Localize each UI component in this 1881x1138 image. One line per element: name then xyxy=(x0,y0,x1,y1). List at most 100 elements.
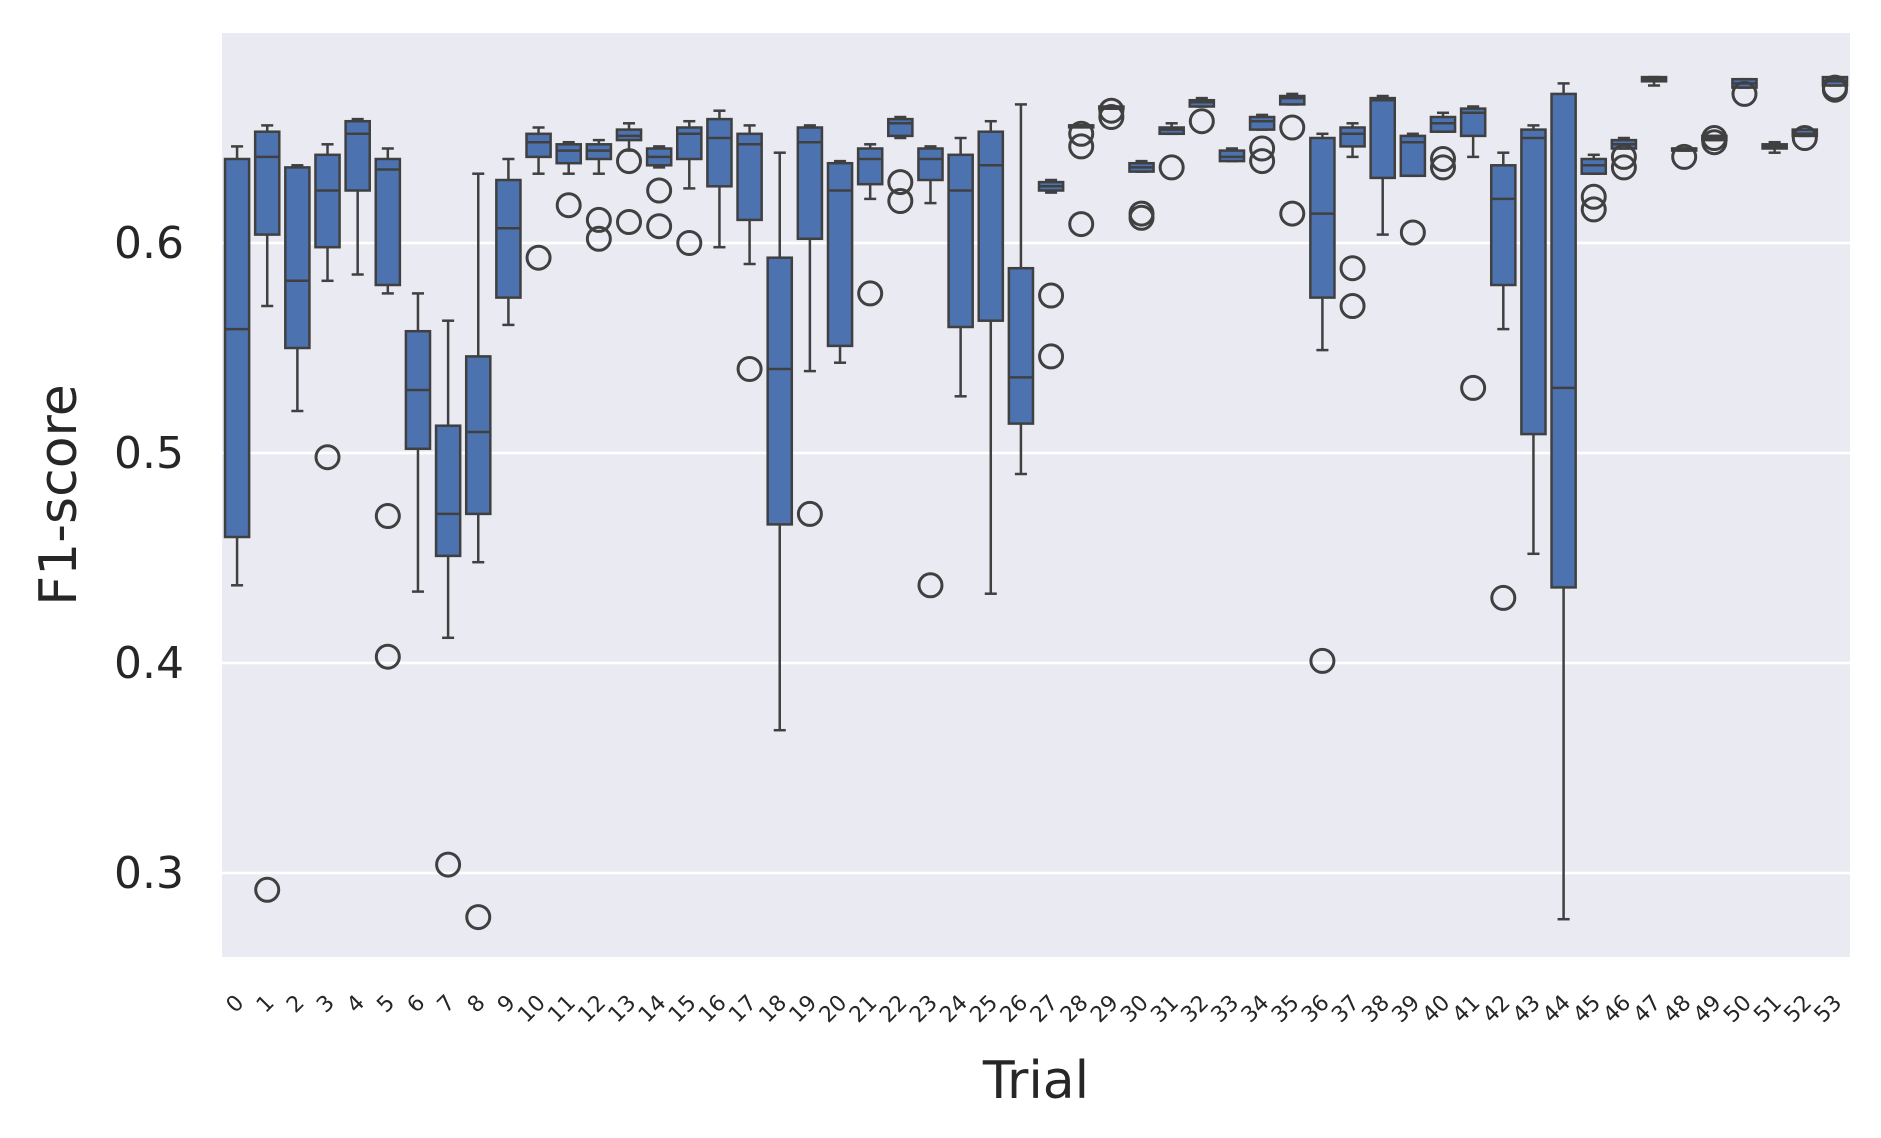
box-trial-21 xyxy=(856,143,884,307)
box-trial-20 xyxy=(826,159,854,364)
box-iqr xyxy=(706,117,733,188)
outlier-point xyxy=(646,177,673,204)
outlier-point xyxy=(374,643,401,670)
outlier-point xyxy=(616,209,642,235)
box-iqr xyxy=(495,178,522,299)
y-tick-label: 0.4 xyxy=(114,638,184,689)
box-iqr xyxy=(1339,126,1366,148)
x-tick-label: 8 xyxy=(463,991,491,1019)
box-iqr xyxy=(1520,128,1547,436)
outlier-point xyxy=(1279,114,1306,141)
x-tick-label: 6 xyxy=(403,991,431,1019)
box-trial-36 xyxy=(1309,132,1336,674)
y-tick-label: 0.6 xyxy=(114,218,184,269)
box-trial-41 xyxy=(1459,105,1487,401)
outlier-point xyxy=(796,500,823,527)
outlier-point xyxy=(1701,129,1728,156)
x-tick-label: 1 xyxy=(252,991,280,1019)
box-trial-7 xyxy=(434,319,462,878)
box-iqr xyxy=(223,157,251,539)
x-tick-label: 5 xyxy=(372,991,400,1019)
outlier-point xyxy=(616,148,642,175)
outlier-point xyxy=(1309,647,1336,674)
box-trial-10 xyxy=(525,126,552,271)
box-trial-38 xyxy=(1369,94,1397,236)
box-trial-30 xyxy=(1128,159,1155,231)
x-tick-label: 0 xyxy=(222,991,250,1019)
outlier-point xyxy=(1671,143,1698,170)
x-tick-label: 3 xyxy=(312,991,340,1019)
outlier-point xyxy=(1791,125,1818,151)
x-axis-label: Trial xyxy=(982,1051,1089,1111)
gridlines xyxy=(222,241,1850,875)
outlier-point xyxy=(1098,104,1125,130)
box-trial-15 xyxy=(675,119,703,256)
plot-background xyxy=(222,33,1850,957)
outlier-point xyxy=(1068,211,1095,238)
box-trial-18 xyxy=(766,151,794,732)
box-trial-37 xyxy=(1339,122,1366,319)
x-tick-labels: 0 1 2 3 4 5 6 7 8 9101112131415161718192021222324… xyxy=(222,991,1847,1028)
box-iqr xyxy=(675,126,703,161)
box-iqr xyxy=(314,153,341,249)
box-trial-28 xyxy=(1067,120,1095,238)
x-tick-label: 4 xyxy=(342,991,370,1019)
box-iqr xyxy=(796,126,824,241)
box-iqr xyxy=(525,132,552,159)
box-iqr xyxy=(1309,136,1336,299)
box-iqr xyxy=(344,119,371,192)
box-trial-0 xyxy=(223,145,251,587)
box-iqr xyxy=(253,130,281,236)
box-trial-39 xyxy=(1399,132,1427,246)
box-trial-5 xyxy=(374,147,402,670)
box-trial-25 xyxy=(977,119,1005,595)
box-trial-26 xyxy=(1007,103,1035,476)
box-trial-11 xyxy=(555,140,583,219)
box-trial-51 xyxy=(1761,140,1788,154)
outlier-point xyxy=(1610,154,1637,181)
box-trial-29 xyxy=(1098,97,1125,130)
outlier-point xyxy=(314,444,341,471)
outlier-point xyxy=(585,225,612,252)
box-trial-43 xyxy=(1520,124,1547,556)
box-trial-19 xyxy=(796,124,824,527)
box-trial-46 xyxy=(1610,136,1638,181)
box-trial-2 xyxy=(284,164,311,413)
box-trial-17 xyxy=(736,124,763,382)
outlier-point xyxy=(254,876,281,903)
box-iqr xyxy=(766,256,794,526)
outlier-point xyxy=(1249,135,1276,162)
boxes xyxy=(223,74,1849,931)
box-trial-31 xyxy=(1158,122,1185,181)
outlier-point xyxy=(1399,219,1426,246)
box-iqr xyxy=(977,130,1005,322)
box-trial-32 xyxy=(1188,96,1216,135)
outlier-point xyxy=(1610,143,1637,170)
box-trial-27 xyxy=(1037,178,1065,370)
outlier-point xyxy=(1098,97,1125,124)
outlier-point xyxy=(676,230,703,256)
outlier-point xyxy=(1188,108,1215,135)
box-iqr xyxy=(555,143,583,165)
outlier-point xyxy=(585,206,612,233)
outlier-point xyxy=(1580,183,1607,210)
outlier-point xyxy=(1038,343,1065,370)
box-iqr xyxy=(826,161,854,348)
box-iqr xyxy=(947,153,974,329)
outlier-point xyxy=(857,280,884,307)
outlier-point xyxy=(525,244,552,271)
box-trial-33 xyxy=(1218,147,1246,163)
box-trial-9 xyxy=(495,157,522,327)
outlier-point xyxy=(1580,196,1607,223)
box-trial-42 xyxy=(1489,151,1517,611)
box-trial-35 xyxy=(1278,92,1306,227)
outlier-point xyxy=(1430,146,1456,172)
box-trial-1 xyxy=(253,124,281,903)
outlier-point xyxy=(1068,120,1095,147)
outlier-point xyxy=(374,503,401,529)
outlier-point xyxy=(1249,148,1276,175)
box-trial-13 xyxy=(615,122,643,235)
box-trial-23 xyxy=(917,145,944,599)
x-tick-label: 2 xyxy=(282,991,310,1019)
box-iqr xyxy=(887,117,914,138)
